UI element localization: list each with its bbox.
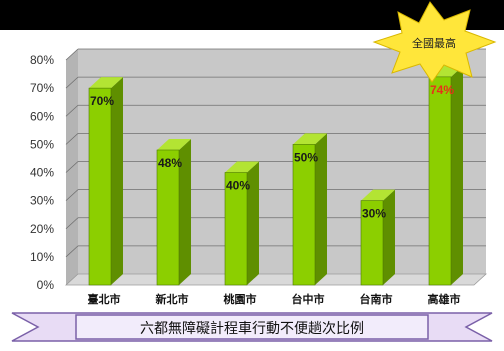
bar-front [292, 144, 316, 286]
gridline-side [65, 76, 79, 89]
y-tick-label: 20% [30, 222, 54, 236]
chart-floor [64, 273, 488, 286]
bar-front [224, 172, 248, 286]
data-label: 74% [430, 83, 454, 97]
x-tick-label: 桃園市 [224, 292, 257, 306]
bar [428, 65, 463, 286]
star-badge-shape [372, 1, 497, 83]
gridline-side [65, 104, 79, 117]
bar-top [157, 139, 191, 150]
bar-front [360, 200, 384, 286]
banner-title: 六都無障礙計程車行動不便趟次比例 [140, 320, 364, 337]
y-tick-label: 30% [30, 194, 54, 208]
bar [292, 133, 327, 286]
bar [88, 77, 123, 286]
y-tick-label: 0% [37, 278, 55, 292]
gridline-side [65, 133, 79, 145]
bar-side [247, 161, 259, 285]
bar-side [315, 133, 327, 285]
bar-side [383, 189, 395, 285]
title-banner: 六都無障礙計程車行動不便趟次比例 [11, 312, 493, 342]
bar-side [451, 65, 463, 285]
x-tick-label: 台中市 [292, 292, 325, 306]
bar-side [179, 139, 191, 285]
y-tick-label: 60% [30, 109, 54, 123]
data-label: 40% [226, 179, 250, 193]
bar-front [156, 149, 180, 286]
y-tick-label: 10% [30, 250, 54, 264]
bar-top [361, 189, 395, 201]
bar [224, 161, 259, 286]
bar-side [111, 77, 123, 285]
bar-front [428, 76, 452, 286]
data-label: 50% [294, 150, 318, 164]
bar-top [89, 77, 123, 89]
gridline-side [65, 48, 79, 61]
bar [156, 139, 191, 286]
banner-panel [75, 314, 429, 340]
gridline-side [65, 161, 79, 173]
y-tick-label: 80% [30, 53, 54, 67]
y-tick-label: 50% [30, 137, 54, 151]
x-tick-label: 高雄市 [428, 292, 461, 306]
gridline-side [65, 189, 79, 201]
bar-front [88, 87, 112, 286]
x-tick-label: 臺北市 [88, 292, 121, 306]
star-badge: 全國最高 [372, 1, 497, 83]
x-tick-label: 台南市 [360, 292, 393, 306]
bar-top [225, 161, 259, 173]
bar [360, 189, 395, 286]
y-tick-label: 70% [30, 81, 54, 95]
data-label: 30% [362, 207, 386, 221]
star-badge-text: 全國最高 [412, 36, 456, 50]
gridline-side [65, 217, 79, 230]
data-label: 48% [158, 156, 182, 170]
x-tick-label: 新北市 [156, 292, 189, 306]
bar-top [293, 133, 327, 145]
y-tick-label: 40% [30, 166, 54, 180]
data-label: 70% [90, 94, 114, 108]
gridline-side [65, 245, 79, 258]
